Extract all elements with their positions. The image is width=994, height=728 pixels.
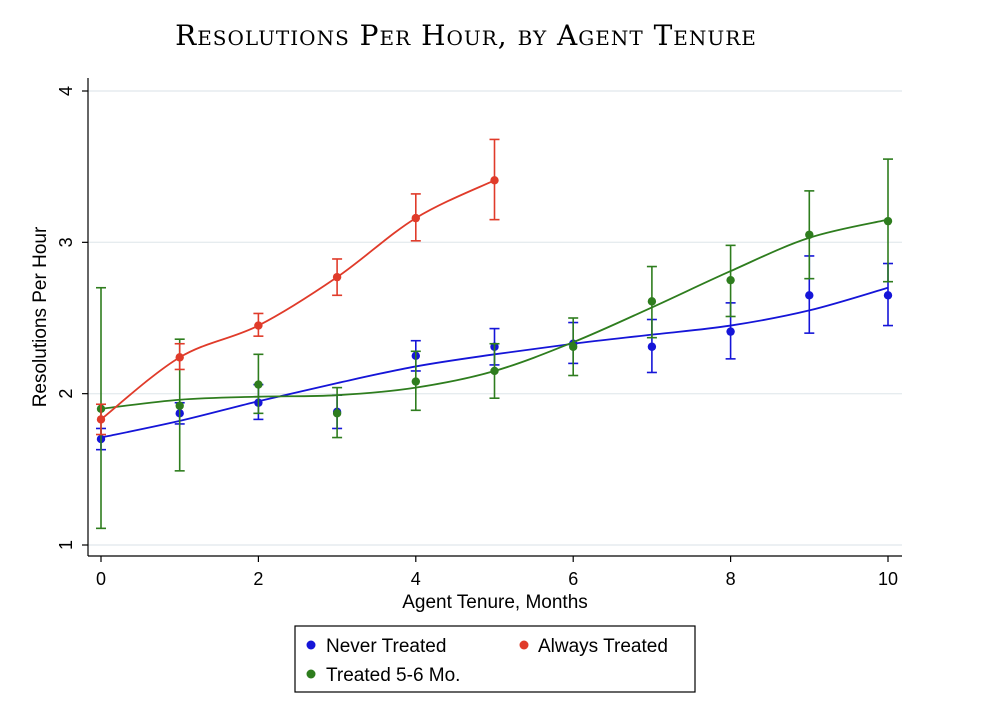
legend-label-never-treated: Never Treated <box>326 636 446 657</box>
x-tick-label: 8 <box>726 569 736 589</box>
x-tick-label: 2 <box>253 569 263 589</box>
legend-marker-never-treated <box>306 640 316 650</box>
legend-label-always-treated: Always Treated <box>538 636 668 657</box>
y-tick-label: 3 <box>56 237 76 247</box>
data-point <box>490 366 499 376</box>
data-point <box>411 377 420 386</box>
series-layer <box>96 138 893 530</box>
chart-title: Resolutions Per Hour, by Agent Tenure <box>175 19 757 52</box>
fit-line-always-treated <box>100 179 495 421</box>
data-point <box>726 275 735 285</box>
data-point <box>883 291 893 300</box>
data-point <box>647 342 657 351</box>
data-point <box>411 213 420 223</box>
fit-line-treated-5-6-mo <box>100 218 889 410</box>
series-always-treated <box>96 138 500 436</box>
series-treated-5-6-mo <box>96 158 893 530</box>
data-point <box>883 216 893 226</box>
data-point <box>805 230 814 239</box>
grid-layer <box>88 90 902 546</box>
x-axis-label: Agent Tenure, Months <box>402 592 588 613</box>
legend-label-treated-5-6: Treated 5-6 Mo. <box>326 665 460 686</box>
data-point <box>569 342 578 351</box>
data-point <box>175 401 184 410</box>
data-point <box>490 176 499 185</box>
legend-box <box>294 625 696 693</box>
ticks-layer: 1 2 3 4 0 2 4 6 8 10 <box>56 86 898 589</box>
y-tick-label: 4 <box>56 86 76 96</box>
data-point <box>726 327 735 336</box>
x-tick-label: 4 <box>411 569 421 589</box>
data-point <box>332 272 342 282</box>
legend-marker-treated-5-6 <box>306 669 316 679</box>
data-point <box>254 321 263 330</box>
x-tick-label: 6 <box>568 569 578 589</box>
data-point <box>332 409 342 418</box>
y-tick-label: 1 <box>56 540 76 550</box>
data-point <box>647 297 657 306</box>
data-point <box>175 353 184 362</box>
legend-marker-always-treated <box>519 640 529 650</box>
y-tick-label: 2 <box>56 389 76 399</box>
data-point <box>96 415 106 424</box>
data-point <box>805 291 814 300</box>
y-axis-label: Resolutions Per Hour <box>30 226 51 407</box>
legend: Never Treated Always Treated Treated 5-6… <box>294 625 696 693</box>
data-point <box>254 380 263 389</box>
x-tick-label: 0 <box>96 569 106 589</box>
x-tick-label: 10 <box>878 569 898 589</box>
